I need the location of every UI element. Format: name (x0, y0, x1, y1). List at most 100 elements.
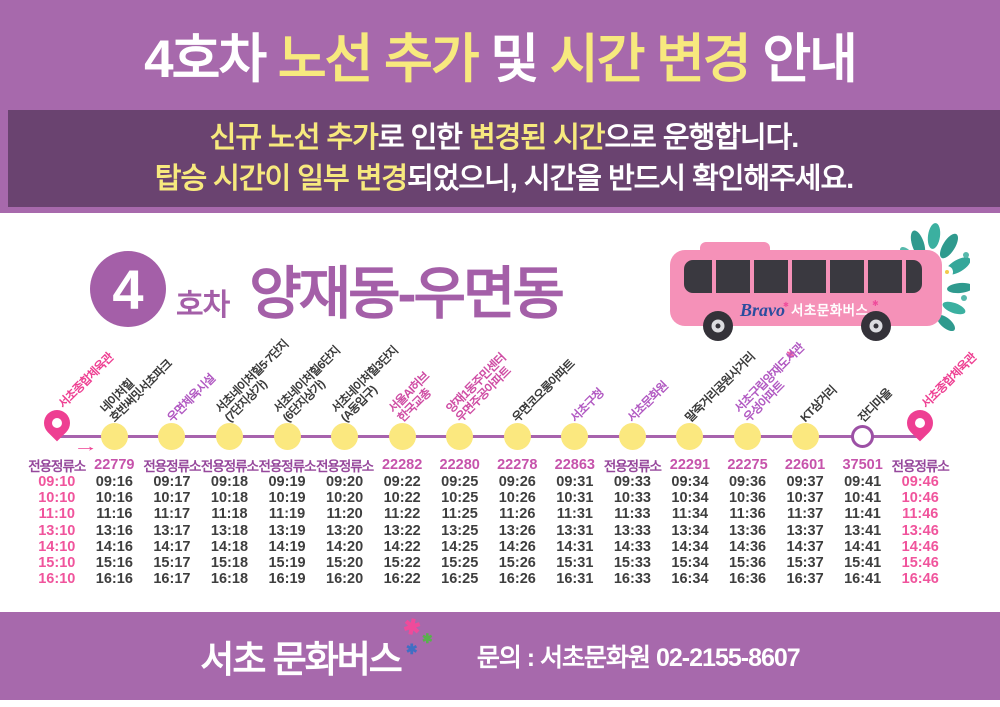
time-cell-wrap: 13:18 (201, 523, 259, 539)
stop-marker-cell (891, 404, 949, 453)
timetable-row: 11:10 11:16 11:17 11:18 11:19 11:20 11:22 11:25… (28, 506, 949, 522)
bus-window-separators (712, 260, 906, 293)
stop-code: 22291 (669, 457, 711, 473)
time-cell: 13:20 (326, 522, 364, 539)
time-cell: 13:37 (786, 522, 824, 539)
stop-code-cell: 22278 (489, 456, 547, 474)
time-cell-wrap: 15:16 (86, 555, 144, 571)
contact-info: 문의 : 서초문화원 02-2155-8607 (476, 644, 801, 672)
stop-code: 전용정류소 (258, 459, 316, 474)
stop-marker-cell (719, 423, 777, 453)
time-cell: 14:22 (383, 538, 421, 555)
stop-code-cell: 22601 (776, 456, 834, 474)
time-cell-wrap: 09:46 (891, 474, 949, 490)
stop-marker-cell (604, 423, 662, 453)
stop-dot-icon (388, 423, 416, 450)
time-cell-wrap: 10:25 (431, 490, 489, 506)
stop-marker-cell (489, 423, 547, 453)
stop-code-cell: 22280 (431, 456, 489, 474)
stop-code-cell: 22863 (546, 456, 604, 474)
time-cell: 09:19 (268, 474, 306, 490)
time-cell-wrap: 13:25 (431, 523, 489, 539)
time-cell-wrap: 14:33 (604, 539, 662, 555)
time-cell-wrap: 11:16 (86, 506, 144, 522)
time-cell: 10:31 (556, 490, 594, 507)
time-cell: 10:20 (326, 490, 364, 507)
time-cell: 10:46 (901, 490, 939, 507)
text-segment: 탑승 시간이 일부 변경 (154, 162, 408, 195)
time-cell: 09:37 (786, 474, 824, 490)
stop-dot-icon (158, 423, 186, 450)
time-cell: 15:37 (786, 555, 824, 571)
time-cell: 15:25 (441, 555, 479, 571)
time-cell: 13:16 (95, 522, 133, 539)
stop-code: 37501 (842, 457, 883, 473)
timeline-markers (28, 404, 949, 453)
time-cell: 16:17 (153, 571, 191, 588)
time-cell-wrap: 11:26 (489, 506, 547, 522)
stop-label: 잔디마을 (855, 385, 894, 425)
time-cell-wrap: 09:22 (373, 474, 431, 490)
time-cell-wrap: 14:17 (143, 539, 201, 555)
time-cell: 10:36 (728, 490, 767, 507)
time-cell-wrap: 11:34 (661, 506, 719, 522)
route-number-suffix: 호차 (176, 289, 230, 322)
time-cell: 13:26 (498, 522, 536, 539)
time-cell: 11:36 (729, 506, 766, 523)
text-segment: 노선 추가 (277, 30, 480, 89)
time-cell: 14:34 (671, 538, 709, 555)
time-cell-wrap: 16:25 (431, 571, 489, 587)
time-cell-wrap: 15:22 (373, 555, 431, 571)
time-cell-wrap: 15:37 (776, 555, 834, 571)
time-cell: 16:10 (38, 571, 76, 588)
time-cell: 13:33 (613, 522, 651, 539)
stop-dot-icon (561, 423, 589, 450)
stop-marker-cell (258, 423, 316, 453)
stop-label: 서초구청 (567, 385, 607, 425)
time-cell: 16:22 (383, 571, 421, 588)
time-cell-wrap: 14:25 (431, 539, 489, 555)
stop-label: 서초문화원 (624, 378, 671, 425)
time-cell-wrap: 16:34 (661, 571, 719, 587)
time-cell-wrap: 16:18 (201, 571, 259, 587)
time-cell-wrap: 11:20 (316, 506, 374, 522)
time-cell: 15:10 (38, 555, 76, 571)
time-cell: 13:41 (844, 522, 882, 539)
time-cell-wrap: 13:19 (258, 523, 316, 539)
stop-dot-icon (676, 423, 704, 450)
time-cell-wrap: 16:20 (316, 571, 374, 587)
time-cell-wrap: 13:34 (661, 523, 719, 539)
stop-code-cell: 전용정류소 (891, 456, 950, 474)
time-cell-wrap: 13:46 (891, 523, 949, 539)
stop-code-cell: 전용정류소 (604, 456, 662, 474)
text-segment: 4호차 (144, 30, 278, 89)
stop-dot-icon (618, 423, 646, 450)
stop-dot-icon (791, 423, 819, 450)
time-cell-wrap: 13:31 (546, 523, 604, 539)
timetable-row: 13:10 13:16 13:17 13:18 13:19 13:20 13:22 13:25… (28, 523, 949, 539)
time-cell-wrap: 15:19 (258, 555, 316, 571)
banner: 4호차 노선 추가 및 시간 변경 안내 (0, 0, 1000, 110)
time-cell-wrap: 16:36 (719, 571, 777, 587)
footer: 서초 문화버스 ✱ ✱ ✱ 문의 : 서초문화원 02-2155-8607 (0, 612, 1000, 700)
time-cell-wrap: 16:37 (776, 571, 834, 587)
time-cell: 11:31 (556, 506, 593, 523)
time-cell: 09:16 (95, 474, 133, 490)
time-cell-wrap: 09:17 (143, 474, 201, 490)
time-cell-wrap: 10:33 (604, 490, 662, 506)
time-cell-wrap: 15:34 (661, 555, 719, 571)
time-cell-wrap: 14:37 (776, 539, 834, 555)
time-cell: 14:41 (844, 538, 882, 555)
time-cell: 14:37 (786, 538, 824, 555)
time-cell-wrap: 15:25 (431, 555, 489, 571)
time-cell: 14:26 (498, 538, 536, 555)
time-cell: 13:17 (153, 522, 191, 539)
time-cell: 10:17 (153, 490, 191, 507)
time-cell: 15:34 (671, 555, 709, 571)
time-cell: 15:33 (613, 555, 651, 571)
timeline-line (55, 435, 920, 438)
time-cell: 09:10 (38, 474, 76, 490)
time-cell-wrap: 11:22 (373, 506, 431, 522)
time-cell-wrap: 11:41 (834, 506, 892, 522)
route-number-badge: 4 (90, 251, 166, 327)
